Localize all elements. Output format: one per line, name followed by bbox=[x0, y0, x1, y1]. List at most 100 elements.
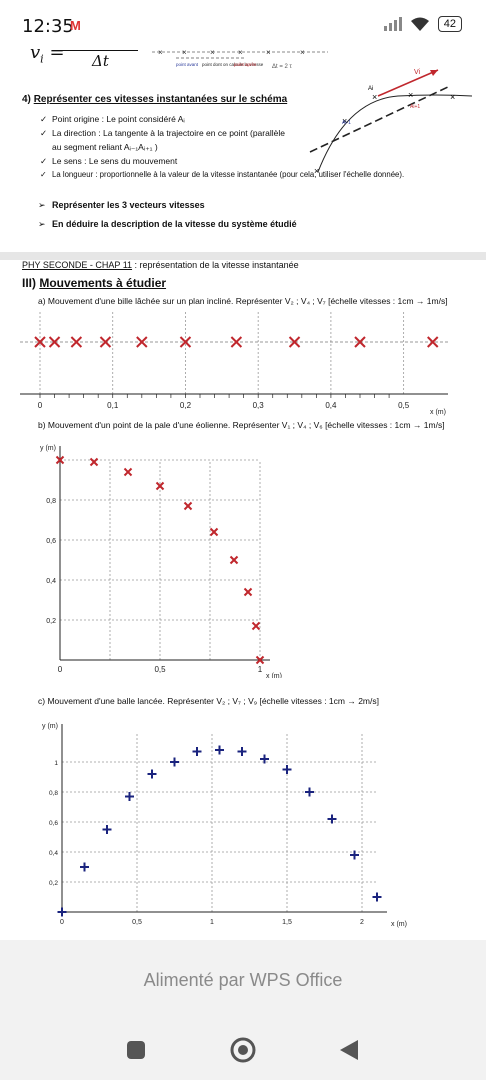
formula-lhs: v bbox=[30, 42, 41, 63]
chart-a-tick-label: 0,4 bbox=[325, 401, 337, 410]
signal-icon bbox=[383, 17, 402, 31]
page-header: PHY SECONDE - CHAP 11 : représentation d… bbox=[22, 260, 299, 270]
label-vi: Vi bbox=[414, 69, 421, 76]
label-point-current: point dont on calcule la vitesse bbox=[202, 62, 264, 67]
chart-c-point bbox=[125, 792, 134, 801]
section-3-title: III) Mouvements à étudier bbox=[22, 276, 166, 290]
battery-icon: 42 bbox=[437, 16, 462, 32]
chart-c-y-label: y (m) bbox=[42, 723, 58, 730]
page-separator bbox=[0, 252, 486, 260]
chart-b-y-tick: 0,2 bbox=[46, 618, 56, 625]
chart-b-point bbox=[251, 621, 261, 631]
bullet-origin: Point origine : Le point considéré Aᵢ bbox=[40, 112, 480, 126]
chart-a-tick-label: 0,1 bbox=[107, 401, 119, 410]
section-3-number: III) bbox=[22, 276, 36, 290]
chart-b-point bbox=[155, 481, 165, 491]
chart-c-point bbox=[80, 862, 89, 872]
chart-a-point bbox=[70, 336, 83, 348]
svg-text:×: × bbox=[210, 48, 215, 57]
chart-a-grid bbox=[20, 312, 450, 394]
velocity-formula: vi = Δt bbox=[30, 42, 138, 70]
chart-b-point bbox=[55, 455, 65, 465]
recent-apps-button[interactable] bbox=[126, 1040, 146, 1060]
bullet-length: La longueur : proportionnelle à la valeu… bbox=[40, 168, 480, 182]
chart-c-point bbox=[350, 850, 359, 860]
label-delta-t: Δt = 2 τ bbox=[272, 64, 293, 70]
chart-c-point bbox=[260, 754, 269, 764]
bullet-sense: Le sens : Le sens du mouvement bbox=[40, 154, 480, 168]
chart-b-point bbox=[209, 527, 219, 537]
chart-c-point bbox=[192, 747, 202, 756]
status-bar: 12:35 M 42 bbox=[0, 0, 486, 40]
bullet-list: Point origine : Le point considéré Aᵢ La… bbox=[40, 112, 480, 182]
chart-b-y-tick: 0,4 bbox=[46, 578, 56, 585]
chart-c-point bbox=[305, 787, 314, 797]
document-viewer[interactable]: vi = Δt × × × × × × point avant point do… bbox=[0, 40, 486, 940]
chart-c-x-tick: 0,5 bbox=[132, 919, 142, 926]
question-b: b) Mouvement d'un point de la pale d'une… bbox=[38, 420, 445, 430]
chart-a-point bbox=[136, 336, 148, 348]
chart-c-point bbox=[327, 814, 337, 824]
header-subject: : représentation de la vitesse instantan… bbox=[132, 260, 299, 270]
back-button[interactable] bbox=[338, 1038, 360, 1062]
chart-b-y-tick: 0,8 bbox=[46, 498, 56, 505]
task-deduce-speed: En déduire la description de la vitesse … bbox=[38, 215, 297, 234]
chart-c-y-tick: 0,4 bbox=[49, 850, 58, 857]
status-right: 42 bbox=[383, 16, 462, 32]
wifi-icon bbox=[410, 17, 429, 31]
chart-b-point bbox=[89, 457, 99, 467]
points-diagram: × × × × × × point avant point dont on ca… bbox=[152, 48, 328, 70]
chart-c-point bbox=[170, 757, 179, 767]
chart-c-point bbox=[102, 825, 112, 834]
chart-b-y-label: y (m) bbox=[40, 445, 56, 452]
question-c: c) Mouvement d'une balle lancée. Représe… bbox=[38, 696, 379, 706]
chart-a-point bbox=[354, 336, 366, 348]
chart-c-y-tick: 1 bbox=[54, 760, 58, 767]
chart-c: 0 0,5 1 1,5 2 0,2 0,4 0,6 0,8 1 x (m) y (m) bbox=[42, 723, 407, 928]
chart-a-tick-label: 0,2 bbox=[180, 401, 192, 410]
chart-a-tick-label: 0 bbox=[38, 401, 43, 410]
chart-a: 0 0,1 0,2 0,3 0,4 0,5 x (m) bbox=[20, 312, 450, 416]
chart-b-x-tick: 0,5 bbox=[154, 665, 166, 674]
section-3-text: Mouvements à étudier bbox=[39, 276, 167, 290]
bullet-direction: La direction : La tangente à la trajecto… bbox=[40, 126, 480, 140]
svg-text:×: × bbox=[450, 92, 455, 102]
chart-c-y-tick: 0,8 bbox=[49, 790, 58, 797]
svg-text:×: × bbox=[300, 48, 305, 57]
chart-c-x-tick: 2 bbox=[360, 919, 364, 926]
chart-b-point bbox=[123, 467, 133, 477]
chart-c-y-tick: 0,6 bbox=[49, 820, 58, 827]
label-ai-next: Ai+1 bbox=[410, 104, 420, 110]
wps-footer: Alimenté par WPS Office bbox=[0, 940, 486, 1022]
chart-a-point bbox=[179, 336, 192, 348]
status-time: 12:35 bbox=[22, 16, 74, 37]
chart-b-x-tick: 0 bbox=[58, 665, 63, 674]
chart-c-x-tick: 0 bbox=[60, 919, 64, 926]
powered-by-text: Alimenté par WPS Office bbox=[143, 970, 343, 990]
chart-b-y-tick: 0,6 bbox=[46, 538, 56, 545]
chart-c-y-tick: 0,2 bbox=[49, 880, 58, 887]
task-list: Représenter les 3 vecteurs vitesses En d… bbox=[38, 196, 297, 234]
chart-c-x-tick: 1 bbox=[210, 919, 214, 926]
header-chapter: PHY SECONDE - CHAP 11 bbox=[22, 260, 133, 270]
chart-c-point bbox=[215, 745, 224, 755]
chart-b-point bbox=[255, 655, 265, 665]
chart-c-point bbox=[372, 892, 382, 902]
chart-b-x-tick: 1 bbox=[258, 665, 263, 674]
svg-text:×: × bbox=[266, 48, 271, 57]
chart-c-point bbox=[57, 907, 67, 917]
label-point-before: point avant bbox=[176, 62, 199, 67]
fraction-bar bbox=[56, 50, 138, 51]
chart-b-point bbox=[243, 587, 253, 597]
chart-a-x-label: x (m) bbox=[430, 409, 446, 416]
svg-text:×: × bbox=[238, 48, 243, 57]
svg-text:×: × bbox=[372, 92, 377, 102]
chart-c-point bbox=[282, 765, 292, 774]
chart-c-x-tick: 1,5 bbox=[282, 919, 292, 926]
chart-c-x-label: x (m) bbox=[391, 921, 407, 928]
chart-a-point bbox=[99, 336, 112, 348]
label-point-after: point après bbox=[234, 62, 257, 67]
question-a: a) Mouvement d'une bille lâchée sur un p… bbox=[38, 296, 448, 306]
home-button[interactable] bbox=[229, 1036, 257, 1064]
section-4-title: 4) Représenter ces vitesses instantanées… bbox=[22, 94, 287, 105]
